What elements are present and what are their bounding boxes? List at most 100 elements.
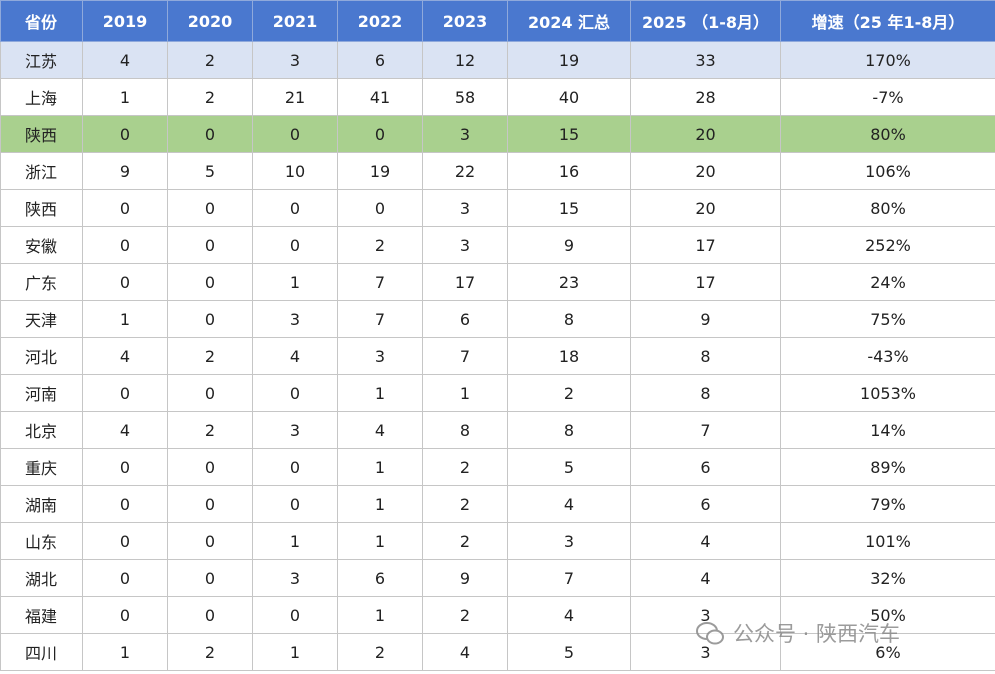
province-cell: 福建 [0,596,83,634]
value-cell: 58 [422,78,508,116]
value-cell: 3 [252,411,338,449]
value-cell: 0 [167,559,253,597]
watermark: 公众号 · 陕西汽车 [695,618,900,648]
value-cell: 5 [507,448,631,486]
value-cell: 2 [167,78,253,116]
value-cell: 5 [167,152,253,190]
value-cell: 28 [630,78,781,116]
header-cell: 2024 汇总 [507,0,631,42]
value-cell: 0 [167,374,253,412]
value-cell: 15 [507,115,631,153]
table-row: 上海 1 2 21 41 58 40 28 -7% [0,78,995,116]
value-cell: 15 [507,189,631,227]
province-cell: 重庆 [0,448,83,486]
province-cell: 陕西 [0,115,83,153]
value-cell: 0 [252,189,338,227]
value-cell: 3 [252,559,338,597]
value-cell: 19 [337,152,423,190]
value-cell: 19 [507,41,631,79]
value-cell: 80% [780,115,995,153]
value-cell: 7 [507,559,631,597]
value-cell: 0 [252,374,338,412]
value-cell: 0 [82,559,168,597]
table-row: 重庆 0 0 0 1 2 5 6 89% [0,448,995,486]
value-cell: 80% [780,189,995,227]
value-cell: 252% [780,226,995,264]
value-cell: 101% [780,522,995,560]
value-cell: 2 [167,337,253,375]
value-cell: 2 [167,41,253,79]
value-cell: 6 [337,559,423,597]
table-row: 安徽 0 0 0 2 3 9 17 252% [0,226,995,264]
province-cell: 安徽 [0,226,83,264]
value-cell: 1 [337,596,423,634]
value-cell: 32% [780,559,995,597]
province-cell: 北京 [0,411,83,449]
value-cell: 3 [252,300,338,338]
value-cell: 0 [167,263,253,301]
value-cell: 0 [82,115,168,153]
province-cell: 江苏 [0,41,83,79]
value-cell: 8 [507,300,631,338]
value-cell: 8 [630,337,781,375]
value-cell: 0 [252,115,338,153]
value-cell: 20 [630,152,781,190]
value-cell: 0 [167,300,253,338]
value-cell: 79% [780,485,995,523]
table-body: 江苏 4 2 3 6 12 19 33 170% 上海 1 2 21 41 58 40 28 -7% 陕西 0 0 0 0 3… [0,41,995,671]
value-cell: 22 [422,152,508,190]
value-cell: 4 [337,411,423,449]
value-cell: 7 [422,337,508,375]
value-cell: 4 [82,41,168,79]
province-cell: 湖北 [0,559,83,597]
value-cell: 1 [337,485,423,523]
value-cell: 20 [630,115,781,153]
table-row: 陕西 0 0 0 0 3 15 20 80% [0,189,995,227]
value-cell: 2 [422,522,508,560]
value-cell: 14% [780,411,995,449]
header-row: 省份 2019 2020 2021 2022 2023 2024 汇总 2025 （1-8月）… [0,0,995,42]
header-cell: 2019 [82,0,168,42]
province-cell: 陕西 [0,189,83,227]
table-row: 河南 0 0 0 1 1 2 8 1053% [0,374,995,412]
header-cell: 省份 [0,0,83,42]
wechat-icon [696,622,724,645]
value-cell: 6 [630,448,781,486]
value-cell: 75% [780,300,995,338]
value-cell: 1 [337,522,423,560]
value-cell: 0 [82,226,168,264]
value-cell: 0 [167,189,253,227]
value-cell: 0 [82,189,168,227]
value-cell: 3 [337,337,423,375]
province-cell: 天津 [0,300,83,338]
header-cell: 2022 [337,0,423,42]
watermark-text: 公众号 · 陕西汽车 [733,622,901,646]
value-cell: 0 [82,485,168,523]
value-cell: 5 [507,633,631,671]
value-cell: 16 [507,152,631,190]
province-cell: 浙江 [0,152,83,190]
value-cell: 41 [337,78,423,116]
value-cell: 7 [337,300,423,338]
province-cell: 湖南 [0,485,83,523]
header-cell: 2020 [167,0,253,42]
value-cell: 0 [252,448,338,486]
value-cell: 0 [167,226,253,264]
value-cell: 1 [252,522,338,560]
value-cell: 0 [82,522,168,560]
value-cell: 18 [507,337,631,375]
header-cell: 2025 （1-8月） [630,0,781,42]
value-cell: 9 [422,559,508,597]
value-cell: 0 [337,115,423,153]
header-cell: 2023 [422,0,508,42]
value-cell: 6 [630,485,781,523]
value-cell: 1 [337,448,423,486]
value-cell: 4 [507,485,631,523]
value-cell: 1 [337,374,423,412]
value-cell: 170% [780,41,995,79]
value-cell: 0 [167,485,253,523]
value-cell: 6 [337,41,423,79]
value-cell: 17 [630,263,781,301]
value-cell: 17 [630,226,781,264]
value-cell: 4 [630,522,781,560]
